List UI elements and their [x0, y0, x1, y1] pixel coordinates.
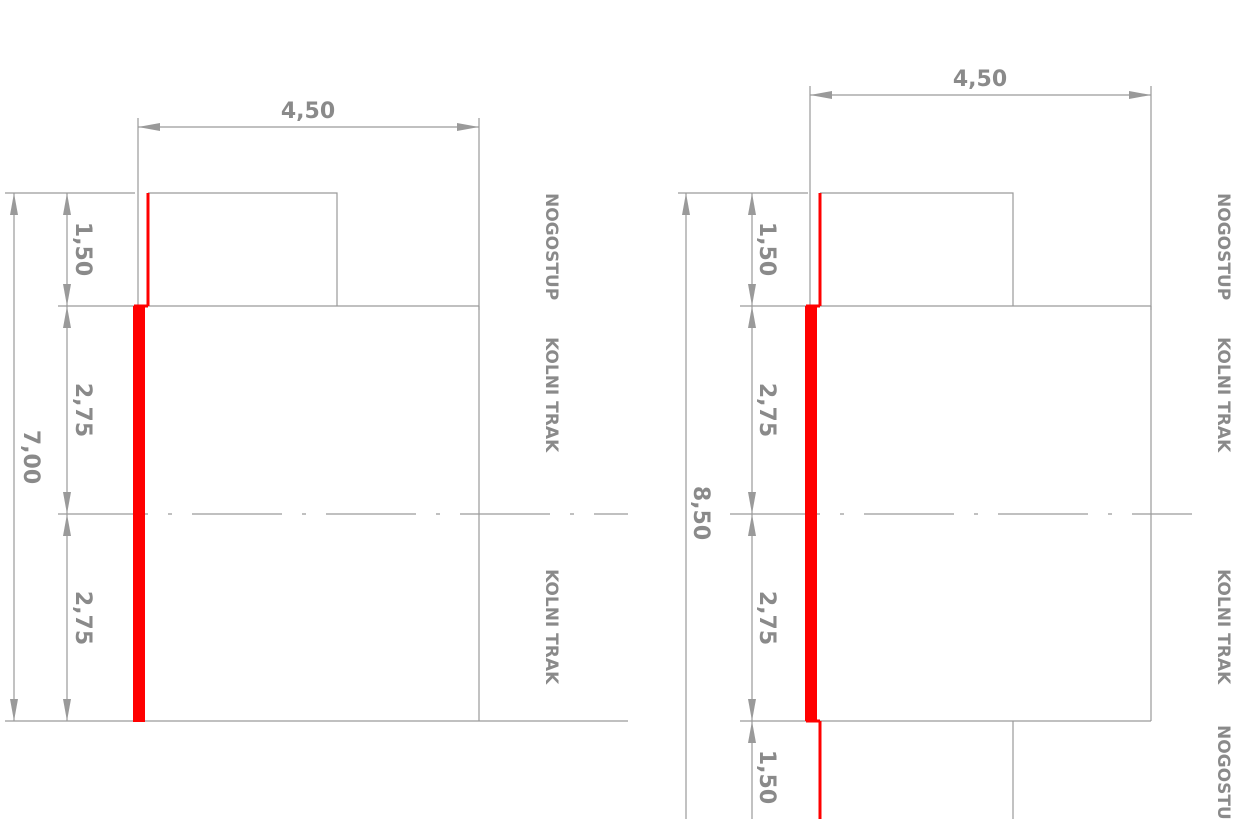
right-segment-dimensions: 1,50 2,75 2,75 1,50	[748, 193, 779, 819]
left-total-dim-text: 7,00	[18, 430, 43, 484]
right-dim-text-2: 2,75	[754, 383, 779, 437]
right-label-nogostup-2: NOGOSTU	[1213, 725, 1233, 819]
left-dim-text-2: 2,75	[70, 383, 95, 437]
left-width-dim-text: 4,50	[281, 99, 335, 124]
right-total-dim-text: 8,50	[688, 486, 713, 540]
right-zone-labels: NOGOSTUP KOLNI TRAK KOLNI TRAK NOGOSTU	[1213, 193, 1233, 819]
left-outline	[5, 192, 628, 722]
right-dim-text-1: 1,50	[754, 222, 779, 276]
left-curb-highlight	[133, 193, 150, 722]
left-width-dimension: 4,50	[137, 99, 480, 340]
left-dim-text-1: 1,50	[70, 222, 95, 276]
right-label-kolni-trak-1: KOLNI TRAK	[1213, 337, 1233, 453]
left-label-kolni-trak-1: KOLNI TRAK	[541, 337, 561, 453]
left-total-dimension: 7,00	[10, 193, 43, 721]
right-width-dim-text: 4,50	[953, 67, 1007, 92]
right-label-nogostup: NOGOSTUP	[1213, 193, 1233, 300]
right-section: 4,50 8,50	[678, 67, 1233, 819]
left-segment-dimensions: 1,50 2,75 2,75	[63, 193, 95, 721]
right-dim-text-4: 1,50	[754, 750, 779, 804]
left-dim-text-3: 2,75	[70, 591, 95, 645]
left-zone-labels: NOGOSTUP KOLNI TRAK KOLNI TRAK	[541, 193, 561, 685]
right-width-dimension: 4,50	[809, 67, 1152, 310]
right-curb-highlight	[805, 193, 822, 819]
left-section: 4,50 7,00	[5, 99, 628, 722]
left-label-nogostup: NOGOSTUP	[541, 193, 561, 300]
left-label-kolni-trak-2: KOLNI TRAK	[541, 569, 561, 685]
right-dim-text-3: 2,75	[754, 591, 779, 645]
right-label-kolni-trak-2: KOLNI TRAK	[1213, 569, 1233, 685]
right-total-dimension: 8,50	[682, 193, 713, 819]
